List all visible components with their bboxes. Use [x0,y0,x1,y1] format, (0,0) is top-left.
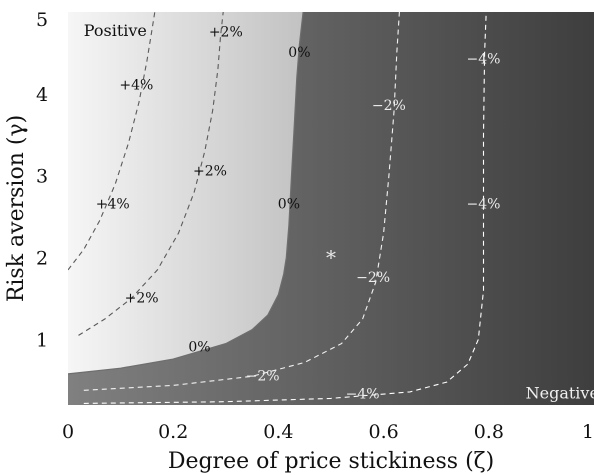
y-tick-label: 4 [36,84,48,106]
x-tick-label: 0.4 [263,421,293,443]
region-labels: Positive Negative [84,21,594,403]
marker-asterisk: * [326,246,336,270]
y-axis-ticks: 1 2 3 4 5 [36,9,48,352]
contour-label-6: 0% [278,196,300,212]
plot-area: +2%+4%+2%+4%+2%0%0%0%−4%−2%−4%−2%−2%−4% … [68,12,594,405]
y-tick-label: 5 [36,9,48,31]
y-axis-title: Risk aversion (γ) [4,115,29,302]
x-tick-label: 0 [62,421,74,443]
contour-label-10: −4% [467,196,501,212]
contour-label-12: −2% [246,368,280,384]
contour-label-2: +2% [193,164,227,180]
x-axis-ticks: 0 0.2 0.4 0.6 0.8 1 [62,421,594,443]
contour-label-1: +4% [119,78,153,94]
contour-lines [68,12,487,404]
y-tick-label: 2 [36,248,48,270]
contour-label-5: 0% [288,45,310,61]
x-axis-title: Degree of price stickiness (ζ) [168,449,494,474]
x-tick-label: 0.2 [158,421,188,443]
contour-label-9: −2% [372,98,406,114]
y-tick-label: 1 [36,330,48,352]
contour-label-13: −4% [346,386,380,402]
contour-label-3: +4% [96,196,130,212]
region-label-negative: Negative [526,384,594,403]
contour-line-3 [83,12,487,404]
contour-labels: +2% +4% +2% +4% +2% 0% 0% 0% −4% −2% −4% −2% −2% −4% [96,25,501,403]
contour-line-1 [78,12,224,336]
contour-label-11: −2% [356,270,390,286]
x-tick-label: 1 [582,421,594,443]
contour-label-0: +2% [209,25,243,41]
zero-boundary [68,12,304,375]
region-label-positive: Positive [84,21,147,40]
x-tick-label: 0.8 [474,421,504,443]
contour-line-0 [68,12,156,271]
contour-label-7: 0% [188,340,210,356]
contour-line-2 [83,12,400,391]
x-tick-label: 0.6 [368,421,398,443]
contour-label-8: −4% [467,52,501,68]
y-tick-label: 3 [36,166,48,188]
contour-label-4: +2% [125,291,159,307]
positive-region [68,12,304,374]
